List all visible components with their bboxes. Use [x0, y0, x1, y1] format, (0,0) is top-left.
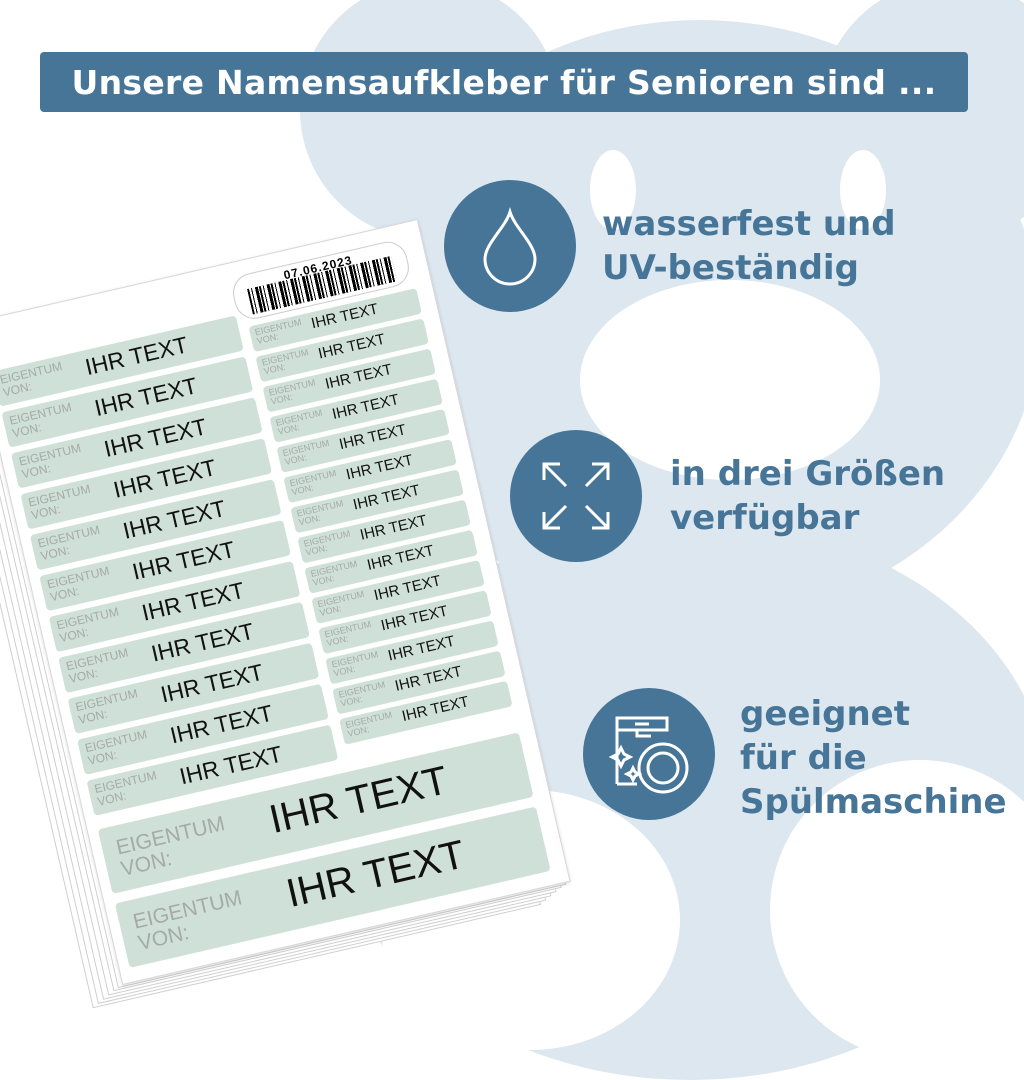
owner-caption: EIGENTUM VON: [260, 347, 310, 377]
owner-caption: EIGENTUM VON: [309, 558, 359, 589]
name-text: IHR TEXT [265, 758, 452, 842]
dishwasher-icon [583, 688, 715, 820]
owner-caption: EIGENTUM VON: [74, 686, 140, 727]
owner-caption: EIGENTUM VON: [274, 407, 324, 438]
owner-caption: EIGENTUM VON: [295, 498, 345, 528]
feature-dishwasher: geeignet für die Spülmaschine [740, 694, 1007, 822]
name-text: IHR TEXT [386, 632, 457, 665]
name-text: IHR TEXT [351, 481, 422, 514]
owner-caption: EIGENTUM VON: [253, 316, 303, 347]
water-drop-icon [444, 180, 576, 312]
owner-caption: EIGENTUM VON: [17, 440, 83, 481]
owner-caption: EIGENTUM VON: [302, 528, 352, 558]
feature-waterproof: wasserfest und UV-beständig [602, 204, 896, 288]
name-text: IHR TEXT [393, 662, 464, 695]
name-text: IHR TEXT [344, 451, 415, 484]
name-text: IHR TEXT [358, 511, 429, 544]
banner-title: Unsere Namensaufkleber für Senioren sind… [40, 52, 968, 112]
owner-caption: EIGENTUM VON: [55, 604, 121, 645]
name-text: IHR TEXT [372, 572, 443, 605]
owner-caption: EIGENTUM VON: [344, 709, 394, 740]
owner-caption: EIGENTUM VON: [0, 358, 64, 400]
owner-caption: EIGENTUM VON: [130, 886, 245, 956]
owner-caption: EIGENTUM VON: [26, 481, 92, 522]
owner-caption: EIGENTUM VON: [113, 812, 228, 882]
owner-caption: EIGENTUM VON: [45, 563, 111, 604]
owner-caption: EIGENTUM VON: [267, 377, 317, 407]
owner-caption: EIGENTUM VON: [337, 679, 387, 710]
owner-caption: EIGENTUM VON: [8, 399, 73, 441]
owner-caption: EIGENTUM VON: [36, 522, 102, 563]
owner-caption: EIGENTUM VON: [64, 645, 130, 686]
name-text: IHR TEXT [365, 542, 436, 574]
owner-caption: EIGENTUM VON: [323, 618, 373, 649]
owner-caption: EIGENTUM VON: [330, 649, 380, 679]
name-text: IHR TEXT [379, 602, 450, 635]
owner-caption: EIGENTUM VON: [281, 437, 331, 468]
feature-sizes: in drei Größen verfügbar [670, 454, 946, 538]
owner-caption: EIGENTUM VON: [288, 467, 338, 498]
owner-caption: EIGENTUM VON: [93, 768, 158, 809]
name-text: IHR TEXT [337, 421, 408, 454]
name-text: IHR TEXT [316, 330, 387, 363]
owner-caption: EIGENTUM VON: [83, 727, 149, 768]
expand-arrows-icon [510, 430, 642, 562]
name-text: IHR TEXT [323, 360, 394, 393]
name-text: IHR TEXT [309, 300, 380, 333]
name-text: IHR TEXT [330, 391, 401, 423]
owner-caption: EIGENTUM VON: [316, 588, 366, 619]
name-text: IHR TEXT [400, 693, 471, 725]
